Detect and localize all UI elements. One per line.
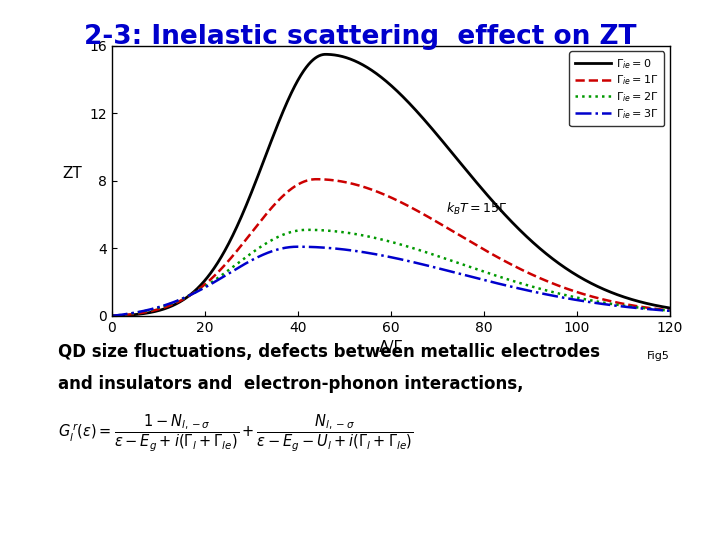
Text: $k_B T=15\Gamma$: $k_B T=15\Gamma$ (446, 201, 508, 218)
Legend: $\Gamma_{ie}=0$, $\Gamma_{ie}=1\Gamma$, $\Gamma_{ie}=2\Gamma$, $\Gamma_{ie}=3\Ga: $\Gamma_{ie}=0$, $\Gamma_{ie}=1\Gamma$, … (570, 51, 664, 126)
Text: and insulators and  electron-phonon interactions,: and insulators and electron-phonon inter… (58, 375, 523, 393)
Text: QD size fluctuations, defects between metallic electrodes: QD size fluctuations, defects between me… (58, 343, 600, 361)
Text: $G_l^{\,r}(\varepsilon) = \dfrac{1-N_{l,-\sigma}}{\varepsilon - E_g + i(\Gamma_l: $G_l^{\,r}(\varepsilon) = \dfrac{1-N_{l,… (58, 413, 413, 454)
Y-axis label: ZT: ZT (63, 166, 82, 181)
Text: Fig5: Fig5 (647, 351, 670, 361)
Text: 2-3: Inelastic scattering  effect on ZT: 2-3: Inelastic scattering effect on ZT (84, 24, 636, 50)
X-axis label: Δ/Γ: Δ/Γ (379, 340, 402, 355)
